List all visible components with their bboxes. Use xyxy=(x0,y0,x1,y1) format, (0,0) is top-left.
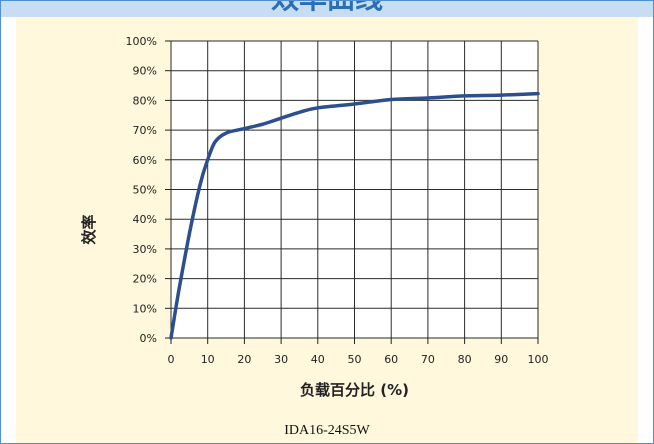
y-tick-label-2: 20% xyxy=(133,273,157,286)
y-tick-label-7: 70% xyxy=(133,124,157,137)
x-tick-label-6: 60 xyxy=(384,353,398,366)
y-tick-label-8: 80% xyxy=(133,94,157,107)
efficiency-series-line-0 xyxy=(169,91,540,340)
chart-content-area: 0% 10% 20% 30% 40% 50% 60% 70% 80% 90% 100% 0 10 20 30… xyxy=(16,17,638,443)
y-tick-label-3: 30% xyxy=(133,243,157,256)
x-axis-label: 负载百分比 (%) xyxy=(300,381,409,399)
x-tick-label-4: 40 xyxy=(311,353,325,366)
y-tick-label-5: 50% xyxy=(133,184,157,197)
y-tick-label-10: 100% xyxy=(126,35,157,48)
model-caption: IDA16-24S5W xyxy=(284,423,370,438)
x-tick-label-10: 100 xyxy=(528,353,549,366)
y-tick-label-9: 90% xyxy=(133,65,157,78)
efficiency-chart: 0% 10% 20% 30% 40% 50% 60% 70% 80% 90% 100% 0 10 20 30… xyxy=(80,35,549,399)
x-tick-label-9: 90 xyxy=(494,353,508,366)
y-axis-label: 效率 xyxy=(80,214,98,244)
x-tick-label-1: 10 xyxy=(201,353,215,366)
x-tick-label-2: 20 xyxy=(237,353,251,366)
y-tick-label-0: 0% xyxy=(140,332,157,345)
x-tick-label-7: 70 xyxy=(421,353,435,366)
y-tick-label-4: 40% xyxy=(133,213,157,226)
y-tick-label-6: 60% xyxy=(133,154,157,167)
chart-header-bar: 效率曲线 xyxy=(1,1,653,17)
x-tick-label-8: 80 xyxy=(458,353,472,366)
chart-header-title: 效率曲线 xyxy=(1,1,653,15)
y-tick-label-1: 10% xyxy=(133,302,157,315)
x-tick-label-0: 0 xyxy=(168,353,175,366)
x-tick-label-5: 50 xyxy=(348,353,362,366)
x-tick-label-3: 30 xyxy=(274,353,288,366)
